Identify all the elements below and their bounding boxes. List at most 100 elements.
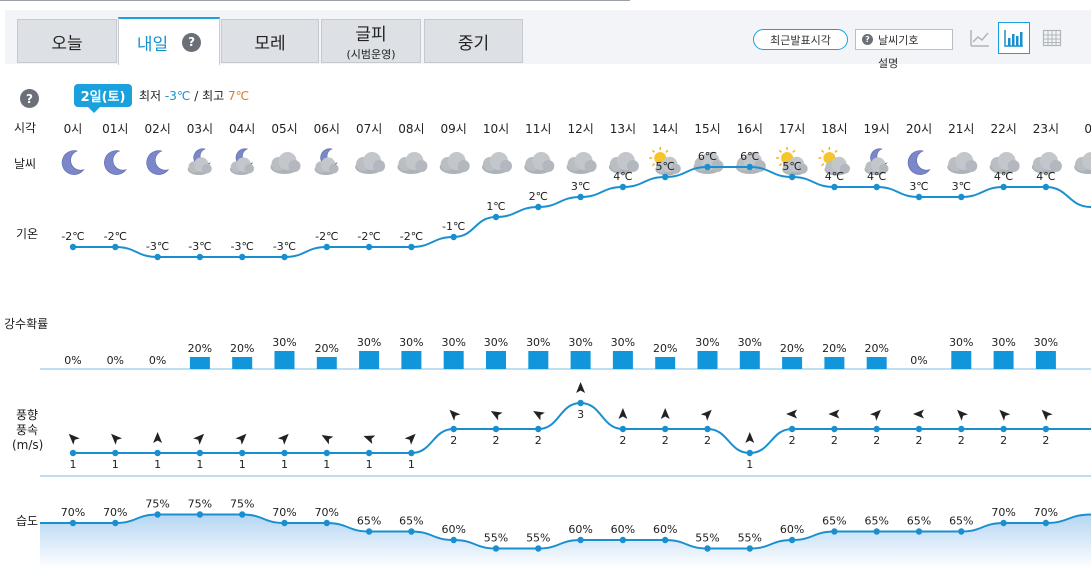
wind-speed-label: 2 (789, 434, 796, 447)
wind-speed-point (831, 425, 838, 433)
humidity-label: 75% (145, 498, 169, 511)
wind-speed-label: 1 (196, 458, 203, 471)
precip-label: 30% (272, 336, 296, 349)
humidity-label: 70% (991, 506, 1015, 519)
humidity-label: 60% (653, 523, 677, 536)
hour-label: 05시 (271, 122, 297, 136)
humidity-area (40, 514, 1091, 569)
sun-ray (821, 149, 825, 153)
cloud-shape (670, 163, 681, 174)
tab-tomorrow[interactable]: 내일 ? (118, 17, 220, 65)
hour-label: 06시 (314, 122, 340, 136)
wind-direction-arrow-icon (660, 408, 670, 419)
wind-speed-point (1000, 425, 1007, 433)
wind-direction-arrow-icon (449, 409, 461, 421)
humidity-point (873, 528, 880, 535)
temperature-point (112, 243, 119, 251)
temperature-label: 5℃ (782, 160, 801, 173)
humidity-point (915, 528, 923, 535)
humidity-point (196, 511, 204, 518)
max-temp-value: 7℃ (228, 89, 250, 103)
wind-speed-point (196, 449, 204, 457)
wind-speed-label: 3 (577, 408, 584, 421)
humidity-point (239, 511, 246, 518)
tab-3days-label: 글피 (355, 25, 387, 45)
temperature-point (704, 163, 711, 171)
humidity-point (788, 536, 796, 544)
cloud-shape (288, 160, 301, 172)
view-table-button[interactable] (1036, 22, 1068, 54)
precip-label: 30% (484, 336, 508, 349)
cloud-icon (947, 152, 978, 174)
moon-cloud-icon (864, 148, 889, 175)
precip-bar (486, 351, 506, 369)
cloud-shape (878, 163, 889, 174)
wind-speed-point (1042, 425, 1050, 433)
humidity-label: 65% (864, 515, 888, 528)
humidity-point (408, 528, 415, 535)
weather-symbol-label: 날씨기호 (878, 33, 919, 47)
weather-symbol-button[interactable]: ? 날씨기호 (855, 29, 953, 50)
sun-ray (821, 163, 825, 167)
hour-label: 23시 (1033, 122, 1059, 136)
precip-bar (697, 351, 718, 369)
view-line-chart-button[interactable] (964, 22, 996, 54)
hour-label: 19시 (864, 122, 890, 136)
precip-bar (993, 351, 1014, 369)
hour-label: 07시 (356, 122, 382, 136)
cloud-icon (355, 152, 386, 174)
humidity-point (1042, 519, 1050, 527)
cloud-shape (500, 160, 512, 172)
temperature-point (450, 233, 457, 241)
tab-3days[interactable]: 글피 (시범운영) (321, 19, 421, 63)
precip-bar (739, 351, 760, 369)
recent-announcement-button[interactable]: 최근발표시각 (753, 29, 848, 50)
weather-symbol-desc: 설명 (878, 57, 899, 70)
question-icon: ? (862, 34, 873, 45)
cloud-icon (482, 152, 512, 174)
temperature-label: 2℃ (529, 190, 548, 203)
humidity-label: 75% (188, 498, 212, 511)
precip-label: 20% (822, 342, 846, 355)
table-grid-icon (1042, 29, 1062, 47)
top-divider (0, 0, 630, 1)
precip-bar (401, 351, 422, 369)
view-bar-chart-button[interactable] (998, 22, 1030, 54)
wind-speed-label: 2 (873, 434, 880, 447)
temperature-label: -2℃ (104, 230, 127, 243)
row-label-wind-unit: (m/s) (12, 438, 44, 452)
tab-midterm[interactable]: 중기 (424, 19, 523, 63)
tab-midterm-label: 중기 (457, 33, 490, 54)
precip-bar (1035, 351, 1056, 369)
wind-speed-point (577, 399, 584, 407)
row-label-weather: 날씨 (14, 157, 37, 171)
wind-speed-label: 1 (70, 458, 77, 471)
help-icon-rows[interactable]: ? (20, 89, 39, 108)
humidity-point (535, 545, 542, 552)
tab-day-after[interactable]: 모레 (221, 19, 319, 63)
wind-speed-point (365, 449, 373, 457)
wind-direction-arrow-icon (153, 432, 163, 443)
sun-ray (651, 149, 656, 153)
temperature-point (408, 243, 415, 251)
wind-direction-arrow-icon (321, 435, 334, 445)
hour-label: 18시 (821, 122, 847, 136)
line-chart-icon (970, 30, 989, 47)
humidity-point (619, 536, 627, 544)
tab-today[interactable]: 오늘 (17, 19, 117, 63)
temperature-label: 6℃ (740, 150, 759, 163)
humidity-label: 70% (1034, 506, 1058, 519)
hour-label: 13시 (610, 122, 636, 136)
wind-speed-label: 1 (408, 458, 415, 471)
hour-label: 0시 (64, 122, 83, 136)
sun-ray (778, 149, 782, 153)
temperature-point (619, 183, 627, 191)
hour-label: 01시 (102, 122, 128, 136)
humidity-point (112, 519, 119, 527)
sun-ray (834, 149, 838, 153)
moon-shape (61, 150, 85, 175)
humidity-label: 60% (568, 523, 592, 536)
help-icon[interactable]: ? (182, 32, 202, 52)
moon-shape (104, 150, 127, 175)
wind-speed-label: 2 (535, 434, 542, 447)
